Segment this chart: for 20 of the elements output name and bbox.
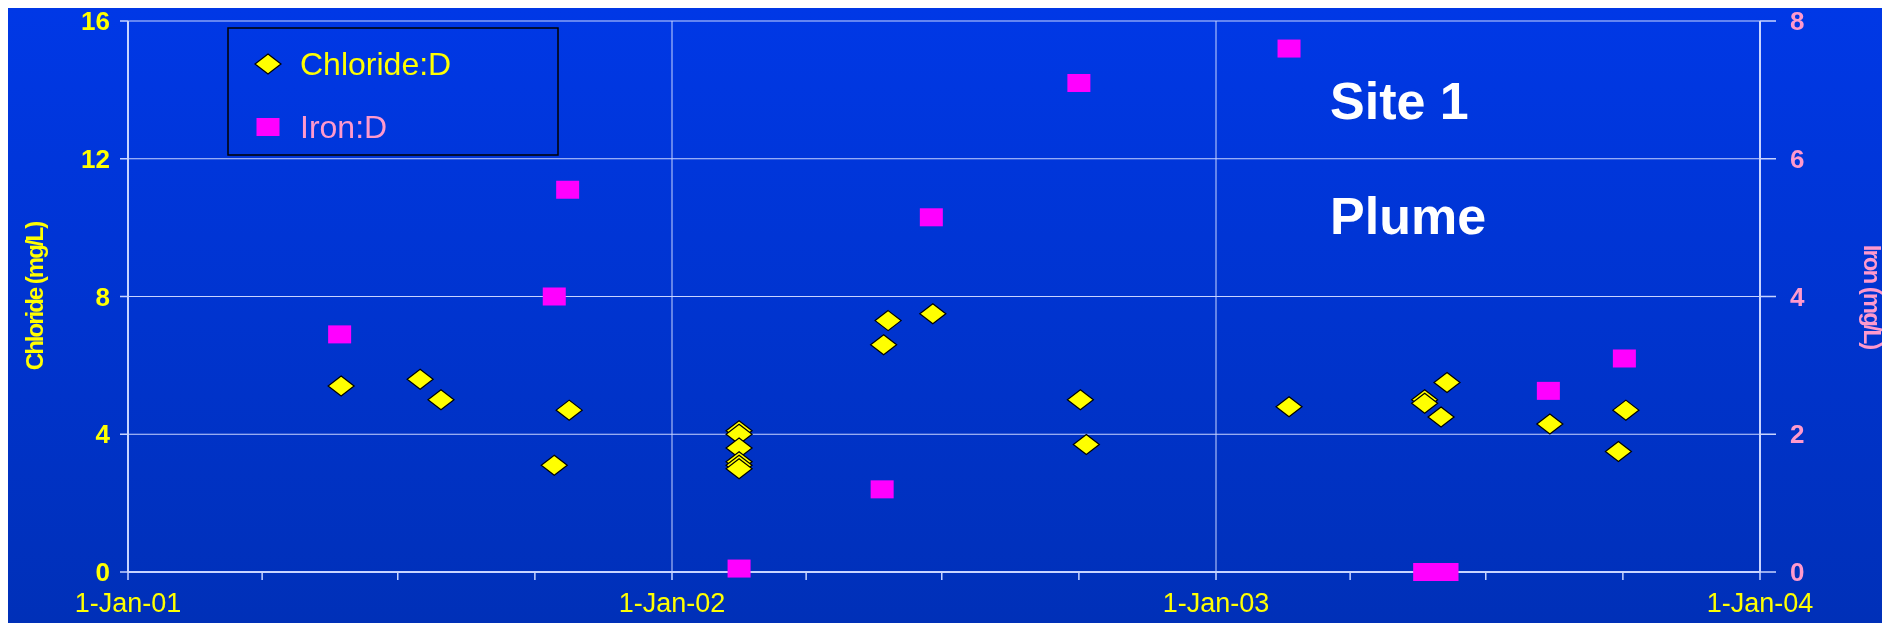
legend-label: Iron:D — [300, 109, 388, 145]
x-tick-label: 1-Jan-01 — [74, 588, 182, 618]
annotation: Site 1 — [1330, 72, 1469, 130]
y-tick-label: 0 — [95, 557, 110, 587]
y2-tick-label: 4 — [1790, 281, 1805, 312]
y2-tick-label: 0 — [1790, 557, 1805, 587]
y-tick-label: 4 — [95, 419, 111, 450]
y2-tick-label: 6 — [1790, 143, 1805, 174]
y-tick-label: 16 — [81, 6, 110, 36]
y2-tick-label: 2 — [1790, 419, 1805, 450]
annotation: Plume — [1330, 187, 1487, 245]
y2-axis-title: Iron (mg/L) — [1859, 244, 1886, 350]
x-tick-label: 1-Jan-03 — [1162, 588, 1270, 618]
x-tick-label: 1-Jan-02 — [618, 588, 726, 618]
legend-label: Chloride:D — [300, 46, 452, 82]
y-axis-title: Chloride (mg/L) — [21, 221, 48, 371]
y-tick-label: 8 — [95, 281, 110, 312]
x-tick-label: 1-Jan-04 — [1706, 588, 1814, 618]
y2-tick-label: 8 — [1790, 6, 1805, 36]
y-tick-label: 12 — [81, 143, 110, 174]
